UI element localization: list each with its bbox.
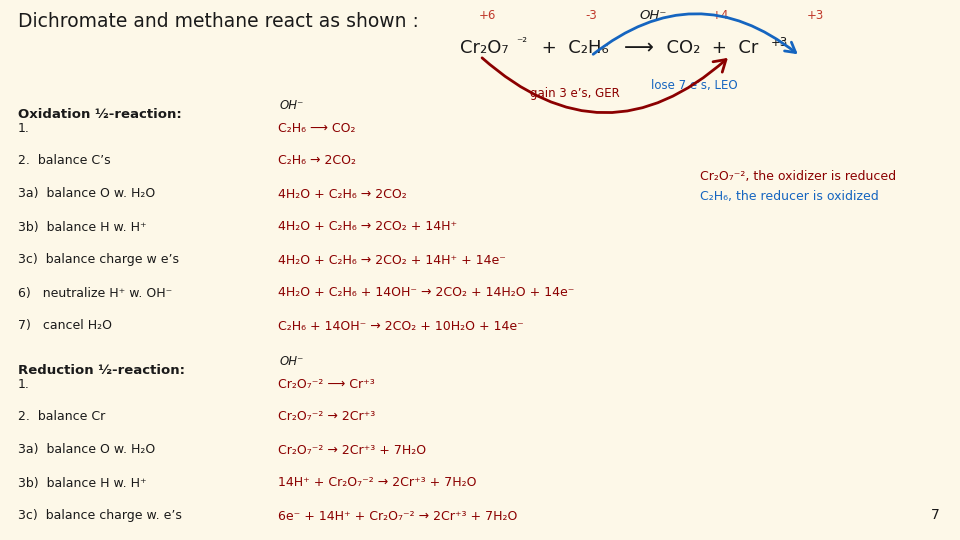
- Text: 6e⁻ + 14H⁺ + Cr₂O₇⁻² → 2Cr⁺³ + 7H₂O: 6e⁻ + 14H⁺ + Cr₂O₇⁻² → 2Cr⁺³ + 7H₂O: [278, 510, 517, 523]
- Text: 1.: 1.: [18, 377, 30, 390]
- Text: 7)   cancel H₂O: 7) cancel H₂O: [18, 320, 112, 333]
- Text: 3c)  balance charge w e’s: 3c) balance charge w e’s: [18, 253, 179, 267]
- Text: 6)   neutralize H⁺ w. OH⁻: 6) neutralize H⁺ w. OH⁻: [18, 287, 172, 300]
- Text: Reduction ½-reaction:: Reduction ½-reaction:: [18, 364, 185, 377]
- Text: Cr₂O₇⁻² → 2Cr⁺³: Cr₂O₇⁻² → 2Cr⁺³: [278, 410, 375, 423]
- Text: Cr₂O₇: Cr₂O₇: [460, 39, 509, 57]
- FancyArrowPatch shape: [482, 58, 726, 113]
- Text: Cr₂O₇⁻², the oxidizer is reduced: Cr₂O₇⁻², the oxidizer is reduced: [700, 170, 896, 183]
- Text: OH⁻: OH⁻: [280, 99, 304, 112]
- Text: CO₂  +  Cr: CO₂ + Cr: [655, 39, 758, 57]
- Text: C₂H₆ + 14OH⁻ → 2CO₂ + 10H₂O + 14e⁻: C₂H₆ + 14OH⁻ → 2CO₂ + 10H₂O + 14e⁻: [278, 320, 524, 333]
- Text: 7: 7: [931, 508, 940, 522]
- Text: 2.  balance Cr: 2. balance Cr: [18, 410, 106, 423]
- Text: +  C₂H₆: + C₂H₆: [536, 39, 609, 57]
- Text: Cr₂O₇⁻² → 2Cr⁺³ + 7H₂O: Cr₂O₇⁻² → 2Cr⁺³ + 7H₂O: [278, 443, 426, 456]
- Text: 3c)  balance charge w. e’s: 3c) balance charge w. e’s: [18, 510, 181, 523]
- Text: 3a)  balance O w. H₂O: 3a) balance O w. H₂O: [18, 443, 156, 456]
- Text: Dichromate and methane react as shown :: Dichromate and methane react as shown :: [18, 12, 419, 31]
- Text: Oxidation ½-reaction:: Oxidation ½-reaction:: [18, 108, 181, 121]
- Text: Cr₂O₇⁻² ⟶ Cr⁺³: Cr₂O₇⁻² ⟶ Cr⁺³: [278, 377, 374, 390]
- Text: C₂H₆, the reducer is oxidized: C₂H₆, the reducer is oxidized: [700, 190, 878, 203]
- Text: lose 7 e’s, LEO: lose 7 e’s, LEO: [651, 79, 737, 92]
- Text: 1.: 1.: [18, 122, 30, 134]
- Text: C₂H₆ ⟶ CO₂: C₂H₆ ⟶ CO₂: [278, 122, 355, 134]
- Text: C₂H₆ → 2CO₂: C₂H₆ → 2CO₂: [278, 154, 356, 167]
- Text: +6: +6: [478, 9, 495, 22]
- Text: +3: +3: [771, 37, 788, 50]
- Text: 3a)  balance O w. H₂O: 3a) balance O w. H₂O: [18, 187, 156, 200]
- Text: 4H₂O + C₂H₆ → 2CO₂ + 14H⁺: 4H₂O + C₂H₆ → 2CO₂ + 14H⁺: [278, 220, 457, 233]
- Text: 14H⁺ + Cr₂O₇⁻² → 2Cr⁺³ + 7H₂O: 14H⁺ + Cr₂O₇⁻² → 2Cr⁺³ + 7H₂O: [278, 476, 476, 489]
- Text: 3b)  balance H w. H⁺: 3b) balance H w. H⁺: [18, 220, 147, 233]
- Text: 4H₂O + C₂H₆ → 2CO₂: 4H₂O + C₂H₆ → 2CO₂: [278, 187, 407, 200]
- Text: -3: -3: [586, 9, 597, 22]
- Text: 2.  balance C’s: 2. balance C’s: [18, 154, 110, 167]
- Text: gain 3 e’s, GER: gain 3 e’s, GER: [530, 86, 620, 99]
- Text: ⟶: ⟶: [624, 38, 654, 58]
- FancyArrowPatch shape: [593, 14, 796, 55]
- Text: OH⁻: OH⁻: [280, 355, 304, 368]
- Text: +4: +4: [711, 9, 729, 22]
- Text: 4H₂O + C₂H₆ → 2CO₂ + 14H⁺ + 14e⁻: 4H₂O + C₂H₆ → 2CO₂ + 14H⁺ + 14e⁻: [278, 253, 506, 267]
- Text: ⁻²: ⁻²: [516, 37, 527, 50]
- Text: 3b)  balance H w. H⁺: 3b) balance H w. H⁺: [18, 476, 147, 489]
- Text: +3: +3: [806, 9, 824, 22]
- Text: 4H₂O + C₂H₆ + 14OH⁻ → 2CO₂ + 14H₂O + 14e⁻: 4H₂O + C₂H₆ + 14OH⁻ → 2CO₂ + 14H₂O + 14e…: [278, 287, 574, 300]
- Text: OH⁻: OH⁻: [639, 9, 666, 22]
